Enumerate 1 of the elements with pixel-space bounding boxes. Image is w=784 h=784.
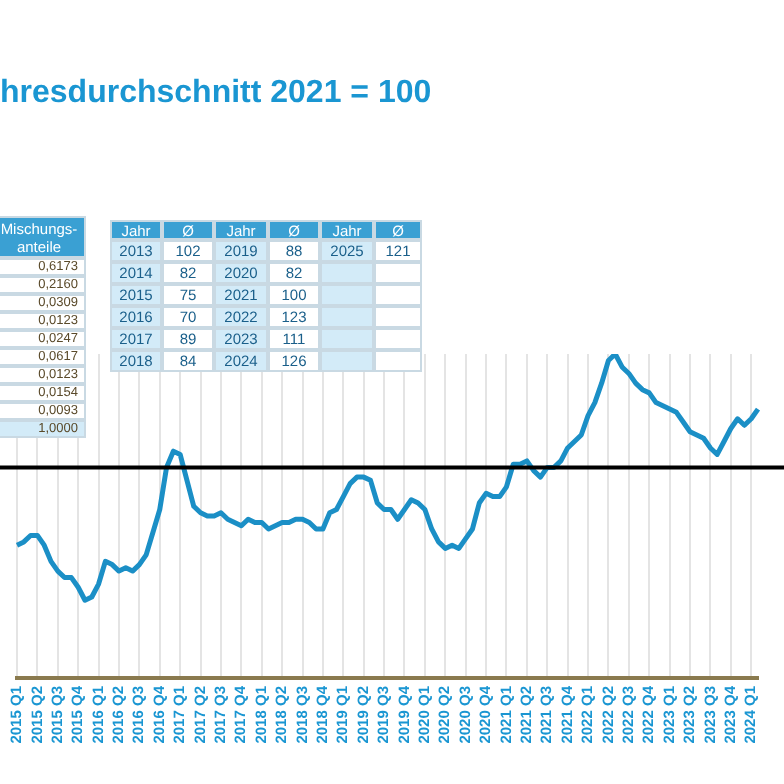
chart-title: hresdurchschnitt 2021 = 100: [0, 76, 432, 112]
